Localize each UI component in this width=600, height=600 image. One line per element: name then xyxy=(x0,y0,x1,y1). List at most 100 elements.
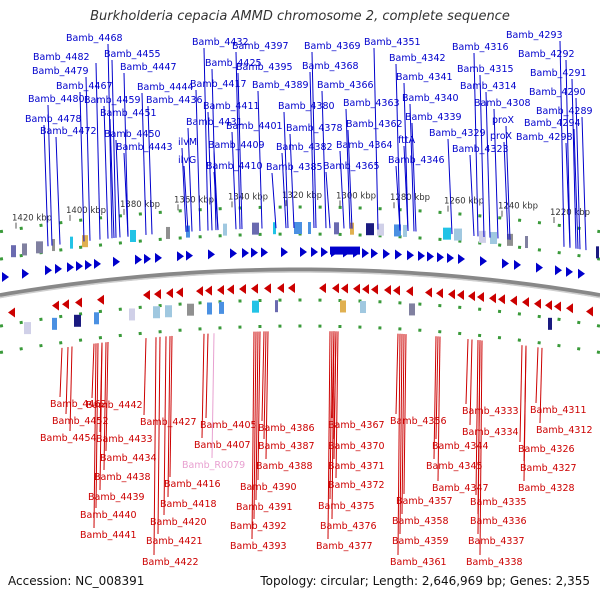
reverse-gene-label: Bamb_4421 xyxy=(146,536,203,547)
reverse-gene-arrow xyxy=(143,290,150,301)
feature-box xyxy=(548,317,552,330)
forward-leader-line xyxy=(289,133,295,229)
reverse-gene-arrow xyxy=(8,307,15,318)
reverse-gene-arrow xyxy=(341,283,348,294)
reverse-gene-arrow xyxy=(425,287,432,298)
reverse-gene-label: Bamb_4376 xyxy=(320,521,377,532)
forward-gene-label: Bamb_4308 xyxy=(474,98,531,109)
forward-gene-label: Bamb_4385 xyxy=(266,162,323,173)
forward-leader-line xyxy=(257,90,263,229)
feature-box xyxy=(70,236,73,249)
forward-gene-arrow xyxy=(261,247,268,258)
forward-leader-line xyxy=(395,165,401,231)
forward-gene-arrow xyxy=(437,252,444,263)
forward-gene-label: Bamb_4378 xyxy=(286,123,343,134)
reverse-gene-arrow xyxy=(62,299,69,310)
forward-gene-label: Bamb_4480 xyxy=(28,94,85,105)
forward-leader-line xyxy=(559,40,565,247)
feature-box xyxy=(82,235,88,248)
feature-box xyxy=(153,306,160,319)
forward-leader-line xyxy=(115,139,121,238)
forward-leader-line xyxy=(447,138,453,235)
reverse-gene-arrow xyxy=(332,283,339,294)
feature-box xyxy=(454,228,462,241)
forward-gene-label: Bamb_4362 xyxy=(346,119,403,130)
reverse-leader-line xyxy=(153,337,157,556)
reverse-gene-arrow xyxy=(319,283,326,294)
tick-label: 1380 kbp xyxy=(120,200,160,210)
feature-box xyxy=(377,223,384,236)
forward-gene-label: Bamb_4467 xyxy=(56,81,113,92)
feature-box xyxy=(490,231,497,244)
reverse-gene-label: Bamb_4327 xyxy=(520,463,577,474)
forward-gene-arrow xyxy=(281,247,288,258)
forward-gene-label: Bamb_4455 xyxy=(104,49,161,60)
forward-leader-line xyxy=(571,78,577,249)
forward-gene-label: Bamb_4316 xyxy=(452,42,509,53)
reverse-gene-label: Bamb_4375 xyxy=(318,501,375,512)
feature-box xyxy=(479,230,486,243)
forward-leader-line xyxy=(573,128,579,249)
forward-gene-label: Bamb_4410 xyxy=(206,161,263,172)
forward-gene-arrow xyxy=(251,247,258,258)
forward-gene-arrow xyxy=(427,251,434,262)
forward-gene-label: Bamb_4314 xyxy=(460,81,517,92)
reverse-gene-arrow xyxy=(436,288,443,299)
forward-leader-line xyxy=(213,171,219,231)
forward-gene-label: Bamb_4459 xyxy=(84,95,141,106)
reverse-gene-arrow xyxy=(75,297,82,308)
reverse-gene-label: Bamb_4334 xyxy=(462,427,519,438)
forward-gene-label: Bamb_4425 xyxy=(205,58,262,69)
reverse-gene-label: Bamb_4405 xyxy=(200,420,257,431)
reverse-leader-line xyxy=(93,343,97,529)
feature-box xyxy=(273,222,276,235)
feature-box xyxy=(525,236,528,249)
reverse-leader-line xyxy=(201,333,205,439)
tick-label: 1220 kbp xyxy=(550,208,590,218)
forward-leader-line xyxy=(281,152,287,229)
reverse-leader-line xyxy=(523,345,527,482)
forward-gene-label: Bamb_4289 xyxy=(536,106,593,117)
feature-box xyxy=(409,303,415,316)
feature-box xyxy=(74,314,81,327)
reverse-gene-arrow xyxy=(566,303,573,314)
feature-box xyxy=(252,300,259,313)
forward-leader-line xyxy=(55,136,61,245)
feature-box xyxy=(340,300,346,313)
forward-gene-label: Bamb_4468 xyxy=(66,33,123,44)
feature-box xyxy=(24,322,31,335)
feature-box xyxy=(360,301,366,314)
reverse-gene-label: Bamb_4393 xyxy=(230,541,287,552)
reverse-gene-label: Bamb_4434 xyxy=(100,453,157,464)
reverse-gene-label: Bamb_4416 xyxy=(164,479,221,490)
forward-gene-arrow xyxy=(155,252,162,263)
reverse-gene-label: Bamb_4367 xyxy=(328,420,385,431)
forward-gene-arrow xyxy=(2,272,9,283)
reverse-gene-arrow xyxy=(545,300,552,311)
forward-gene-label: Bamb_4346 xyxy=(388,155,445,166)
forward-leader-line xyxy=(473,52,479,237)
reverse-leader-line xyxy=(91,343,95,399)
forward-gene-label: Bamb_4443 xyxy=(116,142,173,153)
forward-gene-arrow xyxy=(480,256,487,267)
forward-gene-arrow xyxy=(502,258,509,269)
reverse-gene-label: Bamb_4358 xyxy=(392,516,449,527)
forward-gene-label: Bamb_4363 xyxy=(343,98,400,109)
reverse-leader-line xyxy=(257,331,261,481)
forward-leader-line xyxy=(109,118,115,239)
reverse-leader-line xyxy=(251,331,255,540)
forward-leader-line xyxy=(493,108,499,239)
reverse-gene-label: Bamb_4372 xyxy=(328,480,385,491)
feature-box xyxy=(207,302,212,315)
forward-leader-line xyxy=(479,74,485,238)
reverse-gene-label: Bamb_4392 xyxy=(230,521,287,532)
forward-gene-arrow xyxy=(22,268,29,279)
forward-gene-label: Bamb_4432 xyxy=(192,37,249,48)
feature-box xyxy=(596,246,599,259)
reverse-gene-arrow xyxy=(522,297,529,308)
reverse-gene-arrow xyxy=(353,283,360,294)
forward-gene-label: Bamb_4397 xyxy=(232,41,289,52)
reverse-gene-label: Bamb_4337 xyxy=(468,536,525,547)
reverse-leader-line xyxy=(397,333,401,556)
